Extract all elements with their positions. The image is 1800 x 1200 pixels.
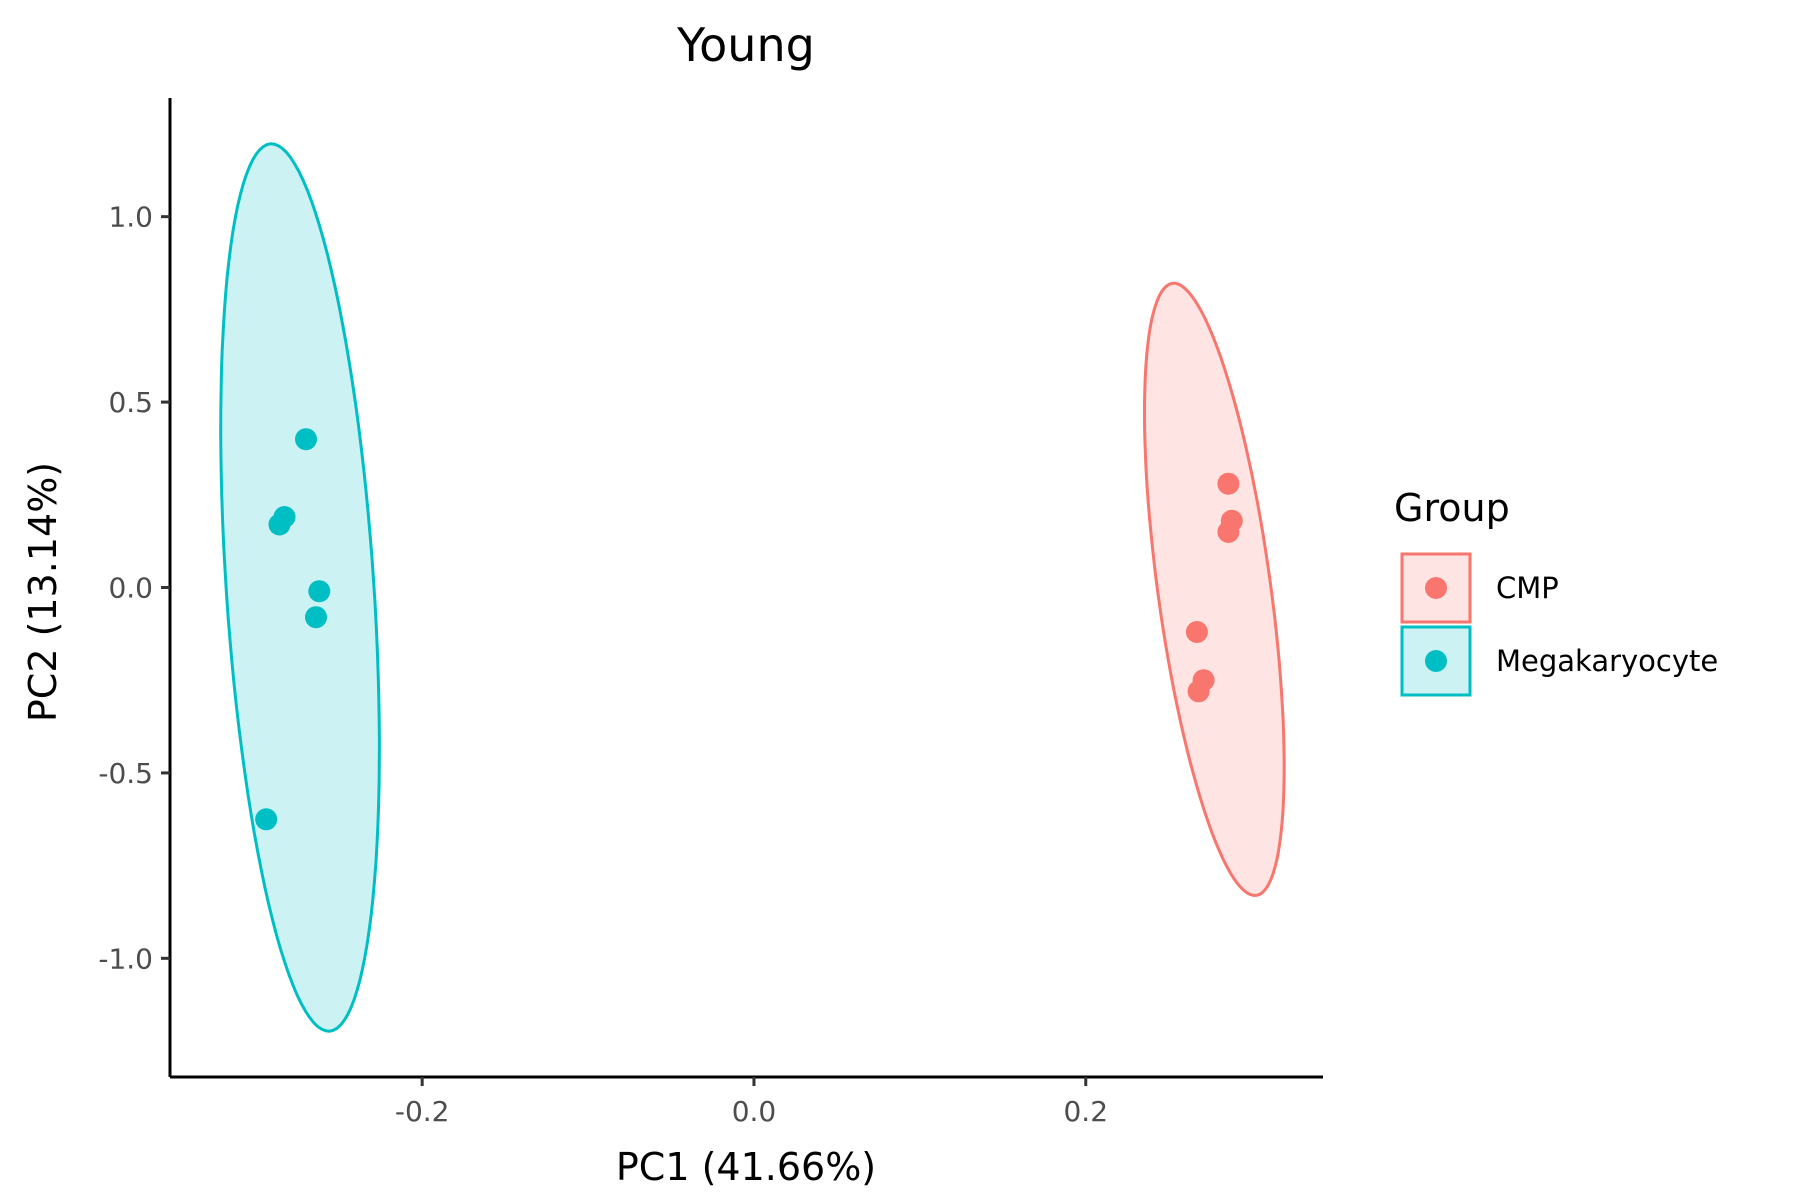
point-cmp [1185, 621, 1208, 643]
y-tick-label: 0.0 [108, 572, 153, 605]
y-tick-label: -1.0 [98, 942, 153, 975]
point-cmp [1217, 520, 1240, 543]
point-megakaryocyte [295, 428, 317, 451]
x-tick-label: 0.2 [1063, 1095, 1108, 1128]
y-tick-label: 0.5 [108, 386, 153, 419]
point-megakaryocyte [255, 808, 278, 831]
x-axis-title: PC1 (41.66%) [616, 1145, 876, 1189]
legend-dot-cmp [1425, 577, 1447, 599]
point-megakaryocyte [305, 606, 327, 629]
legend-title: Group [1394, 486, 1510, 530]
x-axis-ticks: -0.2 0.0 0.2 [395, 1077, 1108, 1128]
x-tick-label: -0.2 [395, 1095, 450, 1128]
data-points [255, 428, 1243, 831]
legend-dot-megakaryocyte [1425, 650, 1447, 672]
point-cmp [1217, 472, 1240, 495]
point-cmp [1187, 680, 1210, 703]
legend: Group CMP Megakaryocyte [1394, 486, 1718, 697]
y-tick-label: 1.0 [108, 201, 153, 234]
y-tick-label: -0.5 [98, 757, 153, 790]
legend-label-megakaryocyte: Megakaryocyte [1496, 644, 1718, 678]
y-axis-ticks: 1.0 0.5 0.0 -0.5 -1.0 [98, 201, 170, 975]
ellipse-megakaryocyte [219, 142, 381, 1033]
point-megakaryocyte [308, 580, 331, 603]
y-axis-title: PC2 (13.14%) [21, 462, 65, 722]
chart-title: Young [676, 18, 815, 72]
ellipse-cmp [1143, 281, 1286, 897]
legend-label-cmp: CMP [1496, 571, 1559, 605]
x-tick-label: 0.0 [732, 1095, 777, 1128]
confidence-ellipses [219, 142, 1286, 1033]
point-megakaryocyte [268, 513, 291, 536]
